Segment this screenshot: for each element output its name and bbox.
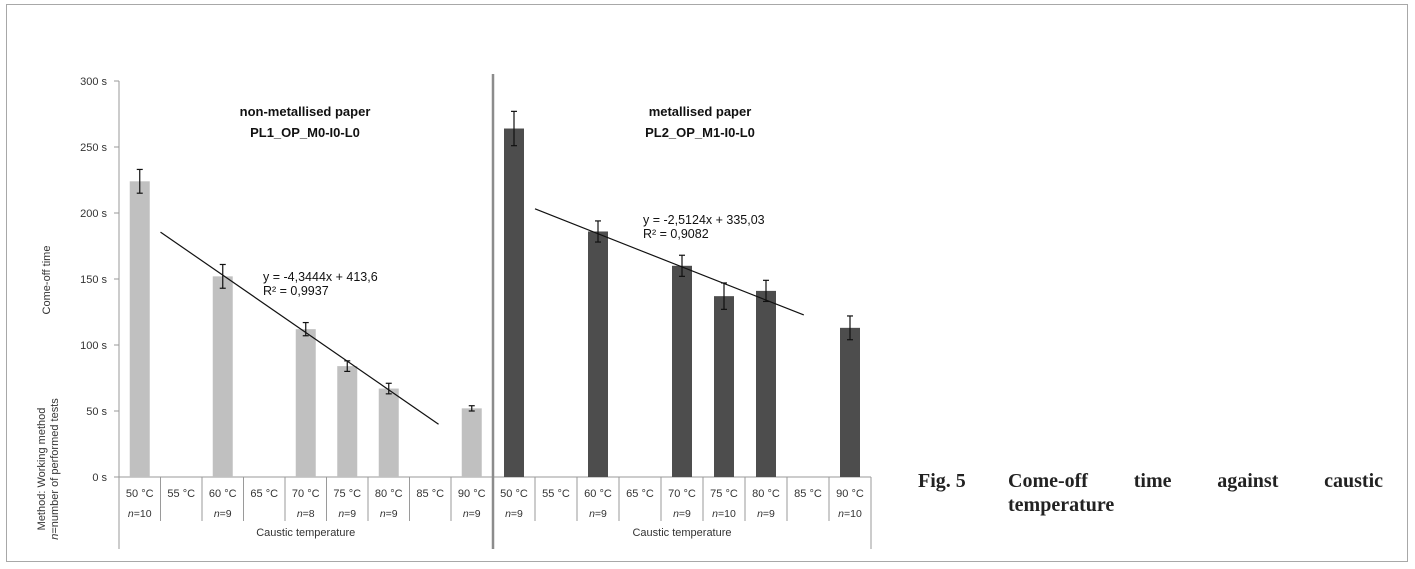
x-tick-label: 55 °C: [167, 488, 195, 500]
x-tick-label: 55 °C: [542, 488, 570, 500]
n-definition-label: n=number of performed tests: [49, 398, 61, 540]
x-axis-title: Caustic temperature: [256, 527, 355, 539]
y-tick-label: 200 s: [80, 208, 107, 220]
panel-title: metallised paper: [649, 104, 752, 119]
bar: [756, 290, 776, 477]
x-tick-label: 50 °C: [126, 488, 154, 500]
method-label: Method: Working method: [36, 408, 48, 531]
x-tick-label: 80 °C: [752, 488, 780, 500]
trend-line: [160, 231, 439, 425]
trend-equation: y = -4,3444x + 413,6: [263, 270, 378, 284]
bar: [212, 276, 233, 477]
bar: [840, 327, 860, 477]
figure-frame: [6, 4, 1408, 562]
y-tick-label: 0 s: [92, 472, 107, 484]
y-tick-label: 250 s: [80, 142, 107, 154]
figure-caption-line1: Come-off time against caustic: [1008, 470, 1383, 492]
y-axis: 0 s 50 s 100 s 150 s 200 s 250 s 300 s: [80, 76, 120, 549]
bar: [588, 231, 608, 477]
bar: [714, 296, 734, 477]
bar: [504, 128, 524, 477]
x-tick-label: 75 °C: [333, 488, 361, 500]
n-count-label: n=10: [128, 508, 152, 520]
figure-number: Fig. 5: [918, 470, 966, 492]
y-axis-title: Come-off time: [41, 246, 53, 315]
y-tick-label: 100 s: [80, 340, 107, 352]
x-axis-title: Caustic temperature: [632, 527, 731, 539]
trend-r-squared: R² = 0,9937: [263, 284, 329, 298]
x-tick-label: 50 °C: [500, 488, 528, 500]
figure-caption-line2: temperature: [1008, 494, 1115, 516]
bar: [378, 388, 399, 477]
bar: [672, 265, 692, 477]
x-tick-label: 60 °C: [209, 488, 237, 500]
x-tick-label: 90 °C: [836, 488, 864, 500]
y-tick-label: 150 s: [80, 274, 107, 286]
panel-metallised: 50 °C n=9 55 °C 60 °C n=9 65 °C 70 °C n=9 75 °C n…: [492, 104, 872, 549]
n-count-label: n=9: [505, 508, 523, 520]
panel-title: non-metallised paper: [240, 104, 371, 119]
bar: [337, 366, 358, 477]
x-tick-label: 90 °C: [458, 488, 486, 500]
x-tick-label: 85 °C: [416, 488, 444, 500]
n-count-label: n=9: [673, 508, 691, 520]
n-count-label: n=9: [214, 508, 232, 520]
x-tick-label: 60 °C: [584, 488, 612, 500]
panel-subtitle: PL1_OP_M0-I0-L0: [250, 125, 360, 140]
y-tick-label: 300 s: [80, 76, 107, 88]
trend-line: [534, 208, 805, 316]
x-tick-label: 75 °C: [710, 488, 738, 500]
trend-equation: y = -2,5124x + 335,03: [643, 213, 765, 227]
y-tick-label: 50 s: [86, 406, 107, 418]
x-tick-label: 70 °C: [292, 488, 320, 500]
x-tick-label: 70 °C: [668, 488, 696, 500]
n-count-label: n=9: [380, 508, 398, 520]
panel-subtitle: PL2_OP_M1-I0-L0: [645, 125, 755, 140]
figure-caption: Fig. 5 Come-off time against caustic temp…: [918, 469, 1388, 517]
n-count-label: n=9: [463, 508, 481, 520]
panel-non-metallised: 50 °C n=10 55 °C 60 °C n=9 65 °C 70 °C n=8 75 °C…: [118, 104, 493, 549]
n-count-label: n=10: [712, 508, 736, 520]
bar: [129, 181, 150, 477]
n-count-label: n=10: [838, 508, 862, 520]
x-tick-label: 85 °C: [794, 488, 822, 500]
x-tick-label: 65 °C: [626, 488, 654, 500]
n-count-label: n=8: [297, 508, 315, 520]
n-count-label: n=9: [757, 508, 775, 520]
trend-r-squared: R² = 0,9082: [643, 227, 709, 241]
x-tick-label: 80 °C: [375, 488, 403, 500]
n-count-label: n=9: [338, 508, 356, 520]
bar: [295, 329, 316, 477]
x-tick-label: 65 °C: [250, 488, 278, 500]
bar: [461, 408, 482, 477]
n-count-label: n=9: [589, 508, 607, 520]
